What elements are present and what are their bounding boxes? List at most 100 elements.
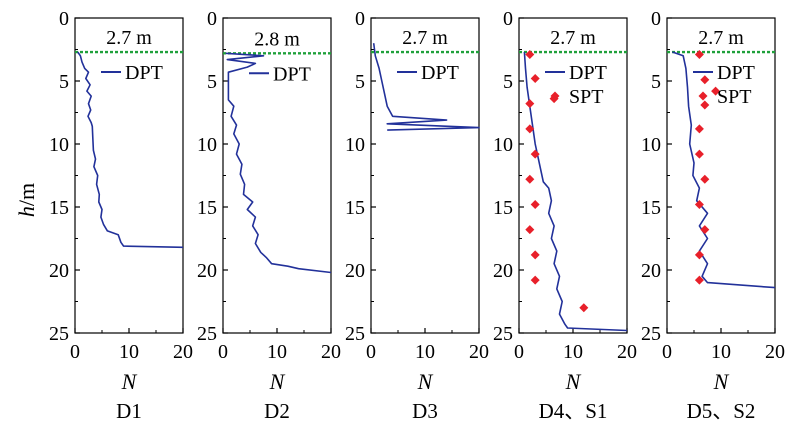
x-tick-label: 20 [469,341,489,363]
legend-label: SPT [717,86,751,108]
y-tick-label: 0 [503,8,513,30]
legend-swatch-diamond [550,91,560,101]
y-tick-label: 20 [641,260,661,282]
spt-point [700,174,710,184]
panel-title: D1 [116,399,142,423]
panel-title: D3 [412,399,438,423]
x-tick-label: 0 [366,341,376,363]
y-axis-label-unit: /m [14,183,39,206]
spt-point [525,99,535,109]
series-line-dpt [225,52,332,274]
spt-point [694,250,704,260]
y-tick-label: 5 [355,71,365,93]
y-tick-label: 20 [493,260,513,282]
legend-label: SPT [569,86,603,108]
y-tick-label: 15 [641,197,661,219]
spt-point [530,250,540,260]
y-tick-label: 10 [197,134,217,156]
spt-point [700,100,710,110]
y-tick-label: 0 [355,8,365,30]
x-tick-label: 0 [70,341,80,363]
spt-point [711,86,721,96]
series-line-dpt [372,43,480,131]
x-tick-label: 20 [173,341,193,363]
y-tick-label: 25 [197,323,217,345]
y-tick-label: 25 [345,323,365,345]
panel-title: D5、S2 [687,399,756,423]
x-tick-label: 10 [711,341,731,363]
y-tick-label: 15 [493,197,513,219]
y-tick-label: 5 [59,71,69,93]
spt-point [525,124,535,134]
x-tick-label: 0 [514,341,524,363]
spt-point [530,149,540,159]
y-tick-label: 25 [49,323,69,345]
x-axis-label: N [713,369,730,394]
x-axis-label: N [121,369,138,394]
x-tick-label: 10 [119,341,139,363]
water-table-label: 2.7 m [106,27,152,49]
series-line-dpt [523,51,628,332]
y-tick-label: 15 [345,197,365,219]
spt-point [530,275,540,285]
y-axis-label: h/m [14,183,39,217]
spt-point [525,174,535,184]
legend-label: DPT [569,62,607,84]
spt-point [694,50,704,60]
x-axis-label: N [269,369,286,394]
panel-title: D4、S1 [539,399,608,423]
x-axis-label: N [565,369,582,394]
y-tick-label: 10 [493,134,513,156]
y-tick-label: 20 [345,260,365,282]
x-tick-label: 20 [321,341,341,363]
y-tick-label: 0 [59,8,69,30]
spt-point [700,75,710,85]
legend-swatch-diamond [698,91,708,101]
y-tick-label: 15 [49,197,69,219]
spt-point [530,73,540,83]
y-tick-label: 10 [49,134,69,156]
water-table-label: 2.7 m [550,27,596,49]
water-table-label: 2.8 m [254,28,300,50]
legend-label: DPT [125,62,163,84]
x-tick-label: 0 [662,341,672,363]
spt-point [694,275,704,285]
panel-title: D2 [264,399,290,423]
x-tick-label: 10 [267,341,287,363]
y-tick-label: 25 [493,323,513,345]
spt-point [694,199,704,209]
spt-point [700,225,710,235]
y-tick-label: 20 [49,260,69,282]
spt-point [530,199,540,209]
y-axis-label-var: h [14,206,39,217]
spt-point [579,303,589,313]
x-axis-label: N [417,369,434,394]
legend-label: DPT [717,62,755,84]
x-tick-label: 0 [218,341,228,363]
legend-label: DPT [421,62,459,84]
series-line-dpt [77,51,184,249]
y-tick-label: 0 [207,8,217,30]
x-tick-label: 10 [563,341,583,363]
spt-point [694,149,704,159]
spt-point [525,50,535,60]
y-tick-label: 0 [651,8,661,30]
water-table-label: 2.7 m [698,27,744,49]
y-tick-label: 10 [641,134,661,156]
x-tick-label: 10 [415,341,435,363]
y-tick-label: 5 [651,71,661,93]
spt-point [694,124,704,134]
y-tick-label: 20 [197,260,217,282]
y-tick-label: 5 [207,71,217,93]
y-tick-label: 10 [345,134,365,156]
y-tick-label: 25 [641,323,661,345]
legend-label: DPT [273,63,311,85]
spt-point [525,225,535,235]
y-tick-label: 5 [503,71,513,93]
